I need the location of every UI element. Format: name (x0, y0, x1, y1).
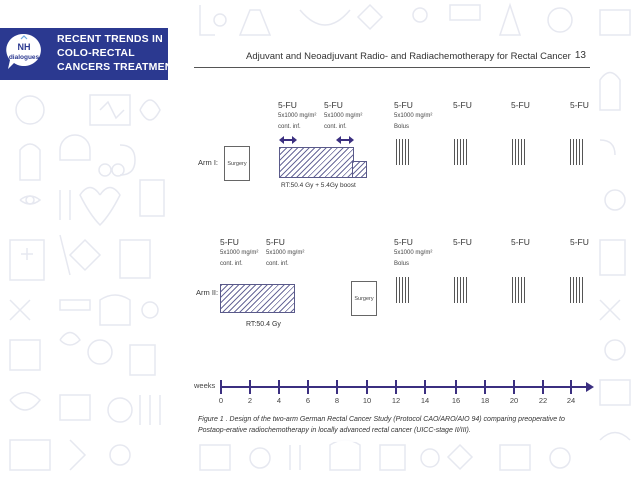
timeline-axis (220, 386, 588, 388)
arm-1-cont-mode: cont. inf. (324, 124, 347, 130)
arm-1-bolus-drug: 5-FU (453, 100, 472, 110)
double-arrow-icon (279, 136, 297, 144)
banner-title-line: RECENT TRENDS IN (57, 33, 163, 45)
timeline-tick (220, 380, 222, 394)
arm-1-bolus-cycle (570, 139, 584, 165)
banner-title: RECENT TRENDS IN COLO-RECTAL CANCERS TRE… (57, 32, 179, 74)
arm-2-rt-label: RT:50.4 Gy (246, 321, 281, 328)
double-arrow-icon (336, 136, 354, 144)
timeline-tick (455, 380, 457, 394)
tick-label: 22 (538, 396, 548, 405)
arrowhead-icon (586, 382, 594, 392)
arm-2-bolus-cycle (570, 277, 584, 303)
timeline-tick (542, 380, 544, 394)
arm-1-radiotherapy-bar (279, 147, 354, 178)
arm-1-cont-drug: 5-FU (324, 100, 343, 110)
timeline-tick (395, 380, 397, 394)
arm-2-cont-dose: 5x1000 mg/m² (220, 250, 259, 256)
tick-label: 10 (362, 396, 372, 405)
tick-label: 18 (480, 396, 490, 405)
timeline-tick (513, 380, 515, 394)
arm-2-bolus-mode: Bolus (394, 261, 410, 267)
arm-1-cont-mode: cont. inf. (278, 124, 301, 130)
arm-2-cont-drug: 5-FU (266, 237, 285, 247)
arm-1-bolus-drug: 5-FU (570, 100, 589, 110)
tick-label: 2 (247, 396, 253, 405)
nh-dialogues-logo: NH dialogues (6, 33, 41, 69)
arm-1-bolus-cycle (454, 139, 468, 165)
timeline-tick (336, 380, 338, 394)
tick-label: 4 (276, 396, 282, 405)
arm-1-rt-label: RT:50.4 Gy + 5.4Gy boost (281, 182, 356, 189)
timeline-tick (424, 380, 426, 394)
arm-2-label: Arm II: (196, 288, 219, 297)
arm-2-bolus-cycle (512, 277, 526, 303)
arm-1-surgery-box: Surgery (224, 146, 250, 181)
banner-title-line: CANCERS TREATMENT (57, 61, 180, 73)
tick-label: 0 (218, 396, 224, 405)
arm-1-cont-drug: 5-FU (278, 100, 297, 110)
timeline-tick (484, 380, 486, 394)
arm-2-bolus-cycle (396, 277, 410, 303)
arm-2-bolus-drug: 5-FU (453, 237, 472, 247)
arm-1-cont-dose: 5x1000 mg/m² (278, 113, 317, 119)
tick-label: 24 (566, 396, 576, 405)
arm-2-cont-dose: 5x1000 mg/m² (266, 250, 305, 256)
surgery-label: Surgery (354, 295, 374, 302)
banner-title-line: COLO-RECTAL (57, 47, 135, 59)
logo-text-dialogues: dialogues (9, 54, 40, 61)
timeline-label: weeks (194, 381, 216, 390)
arm-1-bolus-cycle (512, 139, 526, 165)
timeline-tick (570, 380, 572, 394)
presentation-banner: NH dialogues RECENT TRENDS IN COLO-RECTA… (0, 28, 179, 80)
timeline-tick (249, 380, 251, 394)
arm-2-cont-drug: 5-FU (220, 237, 239, 247)
timeline-tick (307, 380, 309, 394)
arm-2-bolus-drug: 5-FU (394, 237, 413, 247)
arm-2-radiotherapy-bar (220, 284, 295, 313)
arm-1-boost-bar (352, 161, 367, 178)
arm-1-bolus-mode: Bolus (394, 124, 410, 130)
arm-2-bolus-drug: 5-FU (511, 237, 530, 247)
arm-1-bolus-drug: 5-FU (394, 100, 413, 110)
tick-label: 12 (391, 396, 401, 405)
arm-2-bolus-cycle (454, 277, 468, 303)
arm-2-bolus-drug: 5-FU (570, 237, 589, 247)
arm-2-cont-mode: cont. inf. (220, 261, 243, 267)
page-number: 13 (574, 50, 586, 61)
arm-1-bolus-drug: 5-FU (511, 100, 530, 110)
tick-label: 20 (509, 396, 519, 405)
surgery-label: Surgery (227, 160, 247, 167)
logo-text-nh: NH (18, 42, 31, 52)
tick-label: 14 (420, 396, 430, 405)
tick-label: 6 (305, 396, 311, 405)
arm-1-bolus-cycle (396, 139, 410, 165)
timeline-tick (278, 380, 280, 394)
arm-1-label: Arm I: (198, 158, 218, 167)
timeline-tick (366, 380, 368, 394)
tick-label: 8 (334, 396, 340, 405)
arm-2-surgery-box: Surgery (351, 281, 377, 316)
arm-1-cont-dose: 5x1000 mg/m² (324, 113, 363, 119)
arm-2-cont-mode: cont. inf. (266, 261, 289, 267)
document-title: Adjuvant and Neoadjuvant Radio- and Radi… (246, 51, 571, 62)
tick-label: 16 (451, 396, 461, 405)
arm-2-bolus-dose: 5x1000 mg/m² (394, 250, 433, 256)
figure-caption: Figure 1 . Design of the two-arm German … (198, 416, 565, 434)
arm-1-bolus-dose: 5x1000 mg/m² (394, 113, 433, 119)
document-header: Adjuvant and Neoadjuvant Radio- and Radi… (194, 49, 590, 68)
